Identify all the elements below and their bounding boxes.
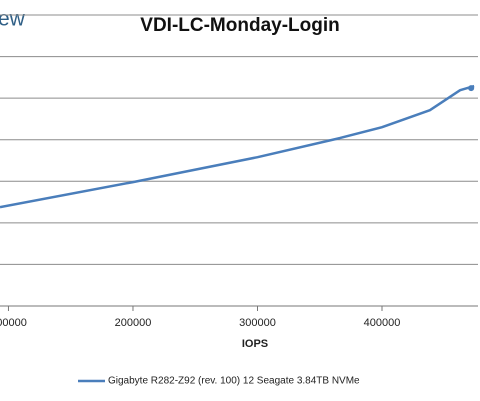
chart-title: VDI-LC-Monday-Login <box>140 15 339 36</box>
x-tick-label: 400000 <box>364 317 401 329</box>
end-marker <box>468 85 475 92</box>
x-tick-label: 300000 <box>239 317 276 329</box>
x-tick-label: 100000 <box>0 317 27 329</box>
brand-logo: ew <box>0 8 26 31</box>
x-tick-label: 200000 <box>115 317 152 329</box>
data-line <box>0 84 475 209</box>
x-axis-label: IOPS <box>242 338 268 350</box>
legend-label: Gigabyte R282-Z92 (rev. 100) 12 Seagate … <box>108 376 360 387</box>
